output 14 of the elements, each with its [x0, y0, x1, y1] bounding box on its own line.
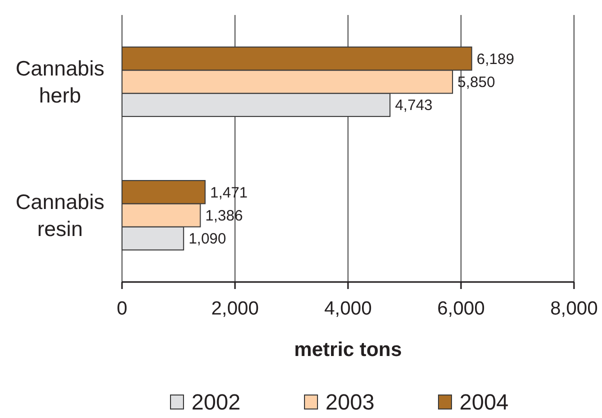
- x-tick-label: 0: [116, 298, 128, 320]
- data-label: 6,189: [476, 50, 514, 68]
- data-label: 4,743: [394, 97, 433, 114]
- legend-label: 2004: [460, 390, 508, 415]
- x-tick-label: 6,000: [437, 298, 485, 320]
- x-axis-title: metric tons: [294, 339, 402, 361]
- y-tick-label: Cannabis resin: [16, 191, 104, 242]
- x-tick-label: 8,000: [550, 298, 598, 320]
- y-tick-label: Cannabis herb: [16, 58, 104, 108]
- legend-label: 2002: [192, 390, 240, 415]
- x-tick-label: 4,000: [324, 298, 372, 320]
- legend-label: 2003: [326, 390, 374, 415]
- x-tick-label: 2,000: [211, 298, 259, 320]
- data-label: 1,090: [188, 230, 226, 248]
